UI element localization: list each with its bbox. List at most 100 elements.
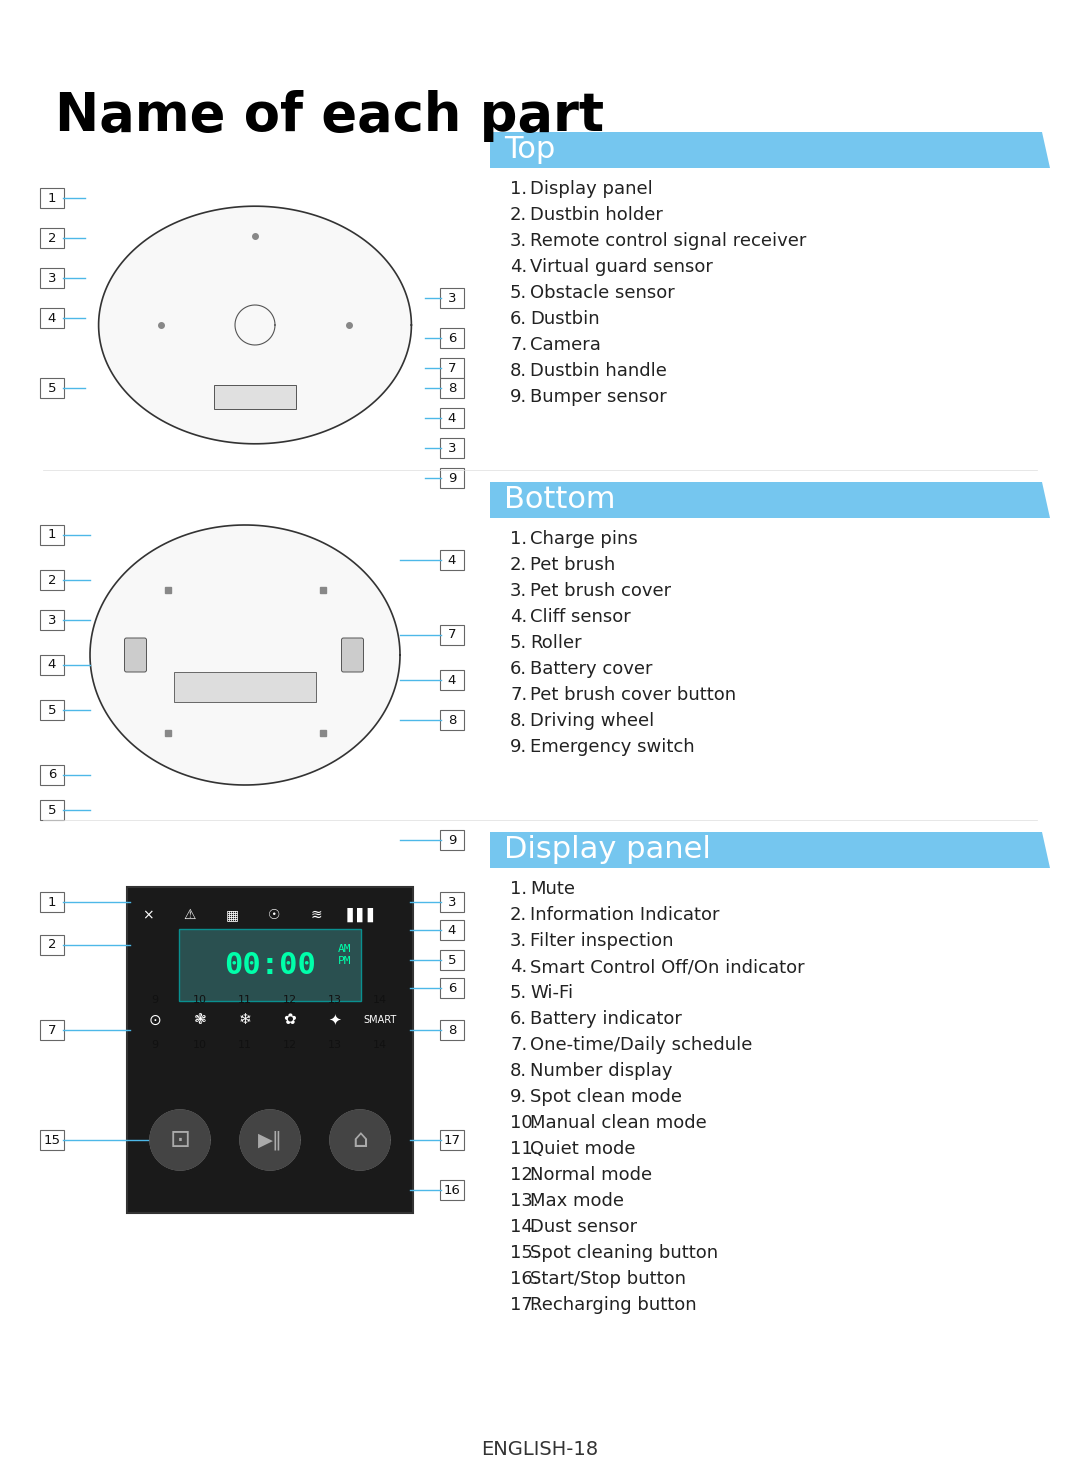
FancyBboxPatch shape xyxy=(40,609,64,630)
Text: Filter inspection: Filter inspection xyxy=(530,932,674,950)
Text: 14.: 14. xyxy=(510,1219,539,1236)
Text: ×: × xyxy=(143,908,153,921)
Text: 5.: 5. xyxy=(510,984,527,1001)
Text: Wi-Fi: Wi-Fi xyxy=(530,984,573,1001)
Text: Battery indicator: Battery indicator xyxy=(530,1010,681,1028)
FancyBboxPatch shape xyxy=(233,1035,257,1055)
Text: 4.: 4. xyxy=(510,257,527,277)
Text: ≋: ≋ xyxy=(310,908,322,921)
Text: SMART: SMART xyxy=(363,1015,396,1025)
Text: ▦: ▦ xyxy=(226,908,239,921)
Text: AM
PM: AM PM xyxy=(338,944,352,966)
Text: 4: 4 xyxy=(448,923,456,936)
Text: Bottom: Bottom xyxy=(504,485,616,515)
Text: ✿: ✿ xyxy=(284,1013,296,1028)
Text: Roller: Roller xyxy=(530,634,582,652)
FancyBboxPatch shape xyxy=(490,132,1030,169)
Text: 3: 3 xyxy=(448,442,456,454)
FancyBboxPatch shape xyxy=(440,626,464,645)
Text: 6: 6 xyxy=(448,982,456,994)
Text: Dustbin holder: Dustbin holder xyxy=(530,206,663,223)
FancyBboxPatch shape xyxy=(124,637,147,671)
Text: Number display: Number display xyxy=(530,1062,673,1080)
Text: 2.: 2. xyxy=(510,907,527,924)
Text: Driving wheel: Driving wheel xyxy=(530,711,654,731)
Text: 9.: 9. xyxy=(510,738,527,756)
Text: Virtual guard sensor: Virtual guard sensor xyxy=(530,257,713,277)
Text: Camera: Camera xyxy=(530,336,600,353)
Text: 11.: 11. xyxy=(510,1140,539,1158)
Text: 8: 8 xyxy=(448,713,456,726)
Text: ⊙: ⊙ xyxy=(149,1013,161,1028)
Text: 8.: 8. xyxy=(510,362,527,380)
Text: 12: 12 xyxy=(283,1040,297,1050)
Text: 3.: 3. xyxy=(510,232,527,250)
Text: ❄: ❄ xyxy=(239,1013,252,1028)
Text: 9: 9 xyxy=(448,472,456,485)
Text: 5: 5 xyxy=(48,704,56,716)
Text: 17: 17 xyxy=(444,1133,460,1146)
FancyBboxPatch shape xyxy=(440,950,464,970)
Text: Pet brush cover button: Pet brush cover button xyxy=(530,686,737,704)
Text: Name of each part: Name of each part xyxy=(55,90,604,142)
Text: 2: 2 xyxy=(48,939,56,951)
Polygon shape xyxy=(98,206,411,444)
Text: 3.: 3. xyxy=(510,583,527,600)
FancyBboxPatch shape xyxy=(341,637,364,671)
Polygon shape xyxy=(240,1111,300,1170)
Text: ⊡: ⊡ xyxy=(170,1128,190,1152)
FancyBboxPatch shape xyxy=(440,1180,464,1199)
Text: Spot cleaning button: Spot cleaning button xyxy=(530,1244,718,1262)
Polygon shape xyxy=(150,1111,210,1170)
Text: Information Indicator: Information Indicator xyxy=(530,907,719,924)
FancyBboxPatch shape xyxy=(440,710,464,731)
FancyBboxPatch shape xyxy=(278,1035,302,1055)
Text: Display panel: Display panel xyxy=(530,180,652,198)
FancyBboxPatch shape xyxy=(440,978,464,998)
FancyBboxPatch shape xyxy=(440,408,464,427)
Text: 11: 11 xyxy=(238,1040,252,1050)
Text: 1: 1 xyxy=(48,528,56,541)
Text: Top: Top xyxy=(504,136,555,164)
Text: ⚠: ⚠ xyxy=(184,908,197,921)
Text: 4: 4 xyxy=(448,411,456,424)
Text: 7: 7 xyxy=(48,1023,56,1037)
Text: 6: 6 xyxy=(48,769,56,781)
Text: Dust sensor: Dust sensor xyxy=(530,1219,637,1236)
Text: 10: 10 xyxy=(193,1040,207,1050)
Text: 10.: 10. xyxy=(510,1114,538,1131)
Text: 3: 3 xyxy=(448,895,456,908)
Text: Emergency switch: Emergency switch xyxy=(530,738,694,756)
FancyBboxPatch shape xyxy=(40,892,64,913)
Text: ▶‖: ▶‖ xyxy=(258,1130,282,1149)
Text: 5: 5 xyxy=(48,803,56,816)
Text: 8.: 8. xyxy=(510,711,527,731)
Text: Bumper sensor: Bumper sensor xyxy=(530,387,666,407)
FancyBboxPatch shape xyxy=(440,830,464,850)
FancyBboxPatch shape xyxy=(440,288,464,308)
Text: 8.: 8. xyxy=(510,1062,527,1080)
Text: Smart Control Off/On indicator: Smart Control Off/On indicator xyxy=(530,958,805,976)
FancyBboxPatch shape xyxy=(368,989,392,1010)
FancyBboxPatch shape xyxy=(40,188,64,209)
FancyBboxPatch shape xyxy=(127,887,413,1213)
FancyBboxPatch shape xyxy=(40,1021,64,1040)
Text: 6.: 6. xyxy=(510,1010,527,1028)
Text: 12: 12 xyxy=(283,995,297,1006)
Text: Battery cover: Battery cover xyxy=(530,660,652,677)
Text: 1: 1 xyxy=(48,895,56,908)
Text: Remote control signal receiver: Remote control signal receiver xyxy=(530,232,807,250)
FancyBboxPatch shape xyxy=(323,989,347,1010)
Text: Dustbin: Dustbin xyxy=(530,311,599,328)
Text: 16: 16 xyxy=(444,1183,460,1197)
FancyBboxPatch shape xyxy=(40,379,64,398)
Text: 4: 4 xyxy=(448,553,456,566)
Text: Mute: Mute xyxy=(530,880,575,898)
Text: 16.: 16. xyxy=(510,1270,539,1288)
Polygon shape xyxy=(90,525,400,785)
Text: 3: 3 xyxy=(48,614,56,627)
Text: 7: 7 xyxy=(448,361,456,374)
Text: Obstacle sensor: Obstacle sensor xyxy=(530,284,675,302)
Text: 3.: 3. xyxy=(510,932,527,950)
FancyBboxPatch shape xyxy=(233,989,257,1010)
